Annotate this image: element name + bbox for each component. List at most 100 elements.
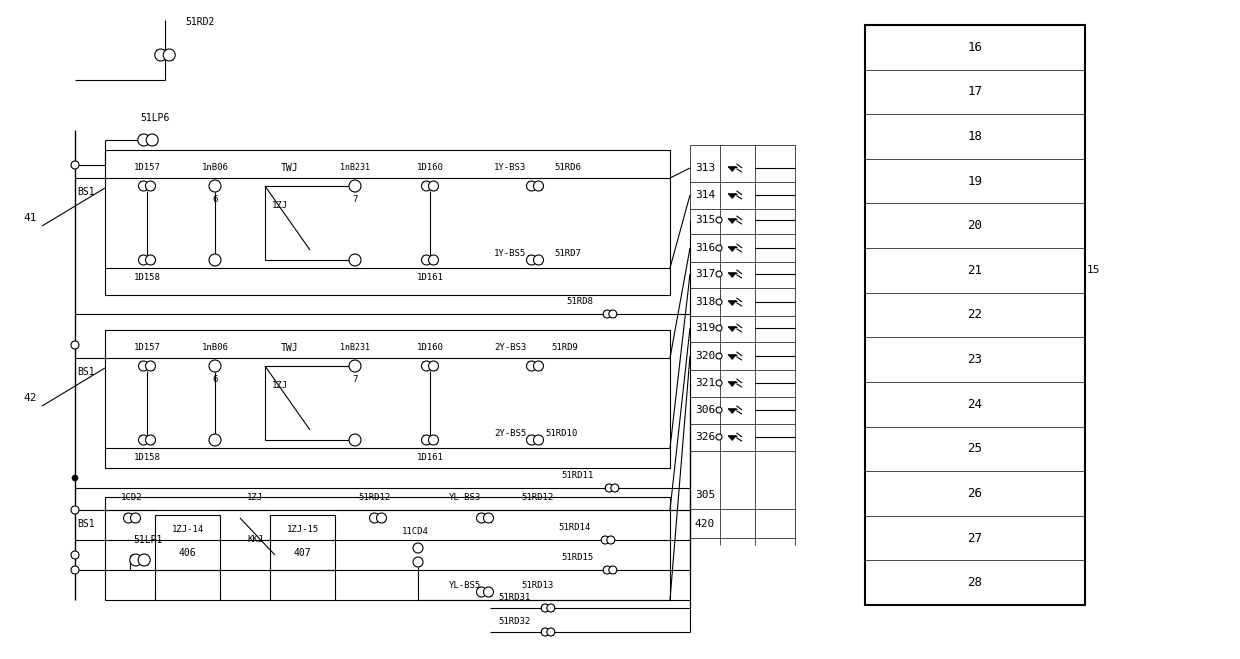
- Circle shape: [71, 341, 79, 349]
- Circle shape: [603, 566, 611, 574]
- Text: 1Y-BS5: 1Y-BS5: [494, 250, 526, 258]
- Text: 1ZJ: 1ZJ: [272, 382, 288, 391]
- Circle shape: [484, 513, 494, 523]
- Circle shape: [715, 271, 722, 277]
- Circle shape: [484, 587, 494, 597]
- Circle shape: [601, 536, 609, 544]
- Text: 1D160: 1D160: [417, 163, 444, 173]
- Text: TWJ: TWJ: [281, 343, 299, 353]
- Text: 16: 16: [967, 41, 982, 54]
- Text: 41: 41: [24, 213, 37, 223]
- Circle shape: [138, 554, 150, 566]
- Circle shape: [145, 435, 155, 445]
- Text: 407: 407: [294, 548, 311, 558]
- Circle shape: [715, 217, 722, 223]
- Text: 1nB06: 1nB06: [202, 163, 228, 173]
- Text: 51RD32: 51RD32: [498, 617, 531, 627]
- Circle shape: [611, 484, 619, 492]
- Circle shape: [715, 245, 722, 251]
- Text: 51RD8: 51RD8: [567, 297, 594, 306]
- Circle shape: [429, 181, 439, 191]
- Text: 317: 317: [694, 269, 715, 279]
- Text: 1D157: 1D157: [134, 163, 160, 173]
- Text: 51RD2: 51RD2: [185, 17, 215, 27]
- Text: 51RD15: 51RD15: [562, 554, 594, 563]
- Bar: [105, 330, 670, 468]
- Text: 320: 320: [694, 351, 715, 361]
- Circle shape: [348, 180, 361, 192]
- Text: 22: 22: [967, 308, 982, 322]
- Circle shape: [71, 566, 79, 574]
- Circle shape: [603, 310, 611, 318]
- Circle shape: [429, 435, 439, 445]
- Polygon shape: [728, 273, 737, 277]
- Text: 28: 28: [967, 576, 982, 589]
- Circle shape: [429, 255, 439, 265]
- Text: 51RD12: 51RD12: [522, 494, 554, 503]
- Circle shape: [527, 435, 537, 445]
- Circle shape: [533, 361, 543, 371]
- Circle shape: [145, 181, 155, 191]
- Polygon shape: [728, 327, 737, 331]
- Circle shape: [145, 255, 155, 265]
- Text: 6: 6: [212, 376, 218, 384]
- Circle shape: [547, 604, 554, 612]
- Circle shape: [429, 361, 439, 371]
- Text: BS1: BS1: [77, 187, 95, 197]
- Text: 315: 315: [694, 215, 715, 225]
- Polygon shape: [728, 167, 737, 171]
- Polygon shape: [728, 382, 737, 386]
- Text: 1CD2: 1CD2: [122, 494, 143, 503]
- Text: 1D161: 1D161: [417, 273, 444, 283]
- Text: 51RD10: 51RD10: [546, 430, 578, 438]
- Text: 306: 306: [694, 405, 715, 415]
- Text: 406: 406: [179, 548, 196, 558]
- Text: YL-BS5: YL-BS5: [449, 581, 481, 590]
- Circle shape: [413, 543, 423, 553]
- Circle shape: [422, 181, 432, 191]
- Bar: [155, 515, 219, 570]
- Circle shape: [139, 435, 149, 445]
- Circle shape: [71, 161, 79, 169]
- Circle shape: [715, 434, 722, 440]
- Text: 1Y-BS3: 1Y-BS3: [494, 163, 526, 173]
- Circle shape: [348, 360, 361, 372]
- Circle shape: [715, 325, 722, 331]
- Text: BS1: BS1: [77, 367, 95, 377]
- Text: 1D160: 1D160: [417, 343, 444, 353]
- Polygon shape: [728, 194, 737, 198]
- Text: 51LP6: 51LP6: [140, 113, 170, 123]
- Circle shape: [533, 255, 543, 265]
- Text: 26: 26: [967, 487, 982, 500]
- Circle shape: [139, 181, 149, 191]
- Polygon shape: [728, 219, 737, 223]
- Text: 51RD7: 51RD7: [554, 250, 582, 258]
- Circle shape: [422, 361, 432, 371]
- Text: KKJ: KKJ: [247, 536, 263, 544]
- Text: TWJ: TWJ: [281, 163, 299, 173]
- Text: 1D158: 1D158: [134, 453, 160, 463]
- Circle shape: [348, 434, 361, 446]
- Text: 1D161: 1D161: [417, 453, 444, 463]
- Text: YL-BS3: YL-BS3: [449, 494, 481, 503]
- Circle shape: [124, 513, 134, 523]
- Circle shape: [139, 255, 149, 265]
- Text: 23: 23: [967, 353, 982, 366]
- Text: 1nB231: 1nB231: [340, 163, 370, 173]
- Circle shape: [146, 134, 159, 146]
- Circle shape: [210, 254, 221, 266]
- Text: 1D158: 1D158: [134, 273, 160, 283]
- Circle shape: [138, 134, 150, 146]
- Text: 51RD14: 51RD14: [559, 523, 591, 532]
- Polygon shape: [728, 355, 737, 360]
- Circle shape: [145, 361, 155, 371]
- Text: 27: 27: [967, 532, 982, 544]
- Text: 51RD31: 51RD31: [498, 594, 531, 602]
- Circle shape: [413, 557, 423, 567]
- Text: 51RD9: 51RD9: [552, 343, 578, 353]
- Circle shape: [210, 434, 221, 446]
- Circle shape: [130, 554, 141, 566]
- Text: 318: 318: [694, 297, 715, 307]
- Text: 305: 305: [694, 490, 715, 500]
- Text: 51RD12: 51RD12: [358, 494, 391, 503]
